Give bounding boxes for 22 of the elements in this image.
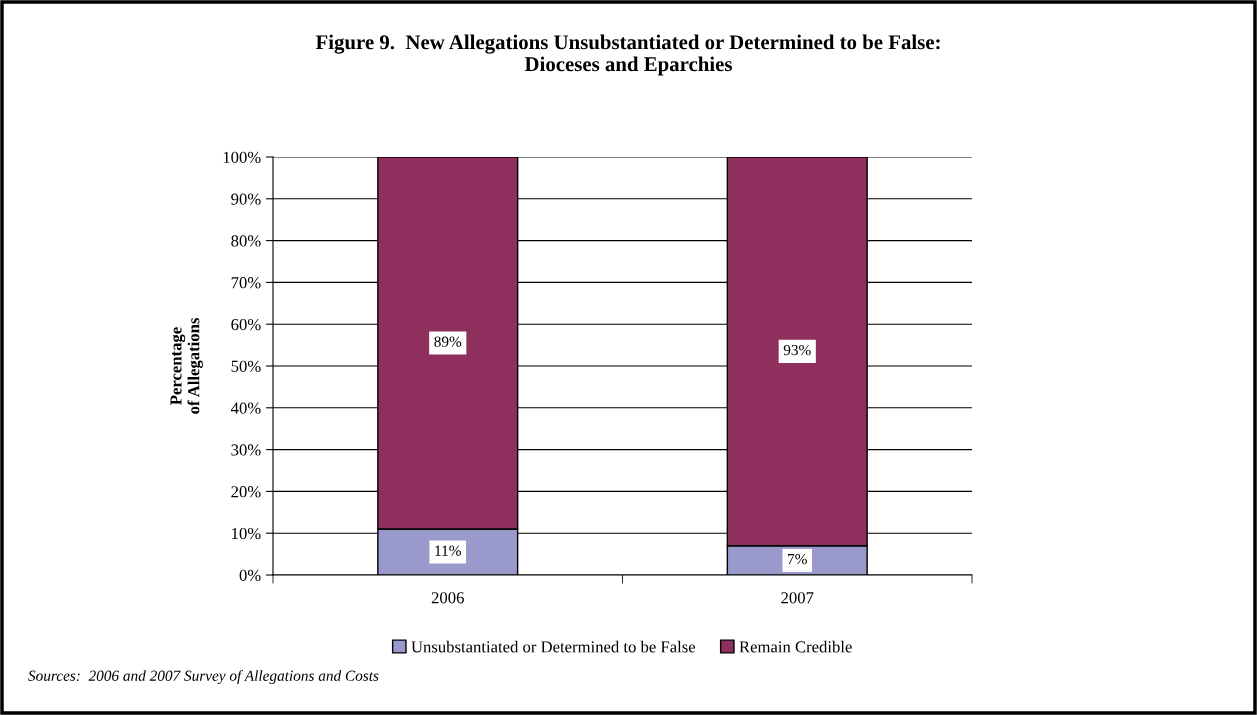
legend-label: Unsubstantiated or Determined to be False xyxy=(411,640,696,653)
source-note: Sources: 2006 and 2007 Survey of Allegations and Costs xyxy=(28,669,379,685)
y-tick-label: 90% xyxy=(231,193,261,205)
data-label: 93% xyxy=(783,344,811,356)
x-tick-label: 2007 xyxy=(781,592,814,604)
y-tick-label: 70% xyxy=(231,277,261,289)
data-label: 7% xyxy=(788,553,807,565)
data-label: 11% xyxy=(435,545,461,556)
y-tick-label: 0% xyxy=(239,569,261,581)
y-tick-label: 20% xyxy=(231,486,261,498)
x-tick-label: 2006 xyxy=(431,592,464,604)
y-tick-label: 40% xyxy=(230,402,261,414)
y-tick-label: 60% xyxy=(231,318,261,331)
y-tick-label: 100% xyxy=(223,151,261,163)
y-tick-label: 30% xyxy=(231,444,261,456)
y-axis-title: Percentage of Allegations xyxy=(170,318,203,414)
y-tick-label: 80% xyxy=(231,235,261,247)
y-tick-label: 50% xyxy=(231,360,261,372)
y-tick-label: 10% xyxy=(232,527,261,540)
data-label: 89% xyxy=(434,336,462,347)
chart-title: Figure 9. New Allegations Unsubstantiated or Determined to be False: Dioceses and Eparchies xyxy=(315,34,940,76)
legend-label: Remain Credible xyxy=(739,640,852,653)
